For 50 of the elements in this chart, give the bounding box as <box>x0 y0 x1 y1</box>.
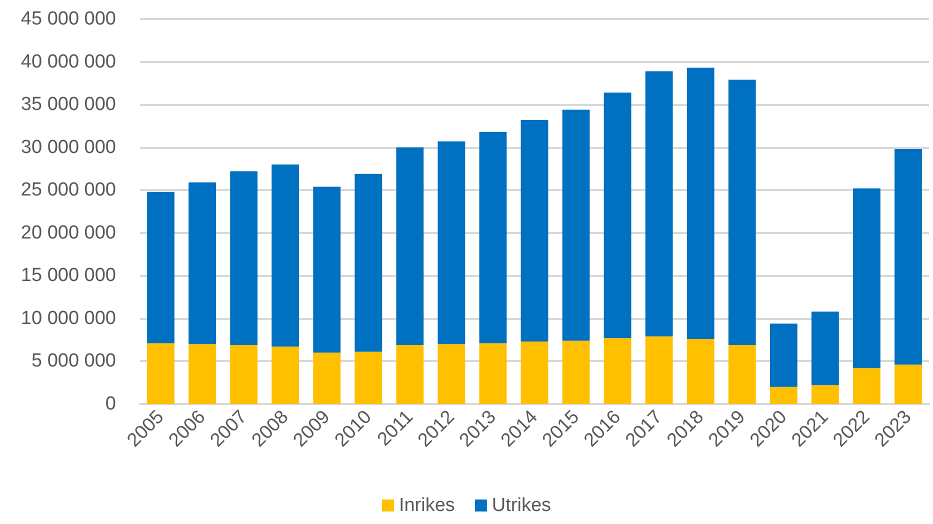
bar <box>147 343 174 404</box>
legend-label: Utrikes <box>492 495 552 516</box>
y-tick-label: 20 000 000 <box>20 222 116 244</box>
y-tick-label: 0 <box>105 394 116 414</box>
bar <box>645 336 673 404</box>
y-tick-label: 5 000 000 <box>31 350 116 372</box>
bar <box>438 344 466 404</box>
y-tick-label: 25 000 000 <box>20 180 116 201</box>
bar <box>479 132 507 344</box>
bar <box>770 324 798 387</box>
y-tick-label: 30 000 000 <box>20 136 116 158</box>
bar <box>396 344 424 404</box>
bar <box>147 192 174 344</box>
bar <box>354 352 382 404</box>
bar <box>728 344 756 404</box>
bar <box>230 171 258 345</box>
bar <box>272 346 300 404</box>
bar <box>686 68 714 339</box>
bar <box>811 385 839 404</box>
bar <box>645 71 673 336</box>
bar <box>396 147 424 345</box>
bar <box>604 92 632 338</box>
bar <box>313 186 341 353</box>
y-tick-label: 35 000 000 <box>20 94 116 116</box>
bar <box>853 188 880 368</box>
bar <box>354 174 382 352</box>
bar <box>562 110 590 341</box>
bar <box>479 343 507 404</box>
bar <box>894 364 922 404</box>
legend-label: Inrikes <box>398 495 455 516</box>
bar <box>811 312 839 386</box>
bar <box>188 182 216 344</box>
bar <box>313 352 341 404</box>
bar <box>562 340 590 404</box>
y-tick-label: 45 000 000 <box>20 8 116 30</box>
bar <box>728 80 756 345</box>
bar <box>853 368 880 404</box>
bar <box>438 141 466 344</box>
bar <box>272 164 300 347</box>
y-tick-label: 15 000 000 <box>20 265 116 286</box>
bar <box>686 338 714 404</box>
y-tick-label: 10 000 000 <box>20 308 116 329</box>
bar <box>230 344 258 404</box>
bar <box>604 338 632 404</box>
bar <box>520 120 548 342</box>
bar <box>520 342 548 404</box>
bar <box>894 149 922 365</box>
bar <box>770 386 798 404</box>
bar <box>188 344 216 404</box>
y-tick-label: 40 000 000 <box>20 51 116 72</box>
